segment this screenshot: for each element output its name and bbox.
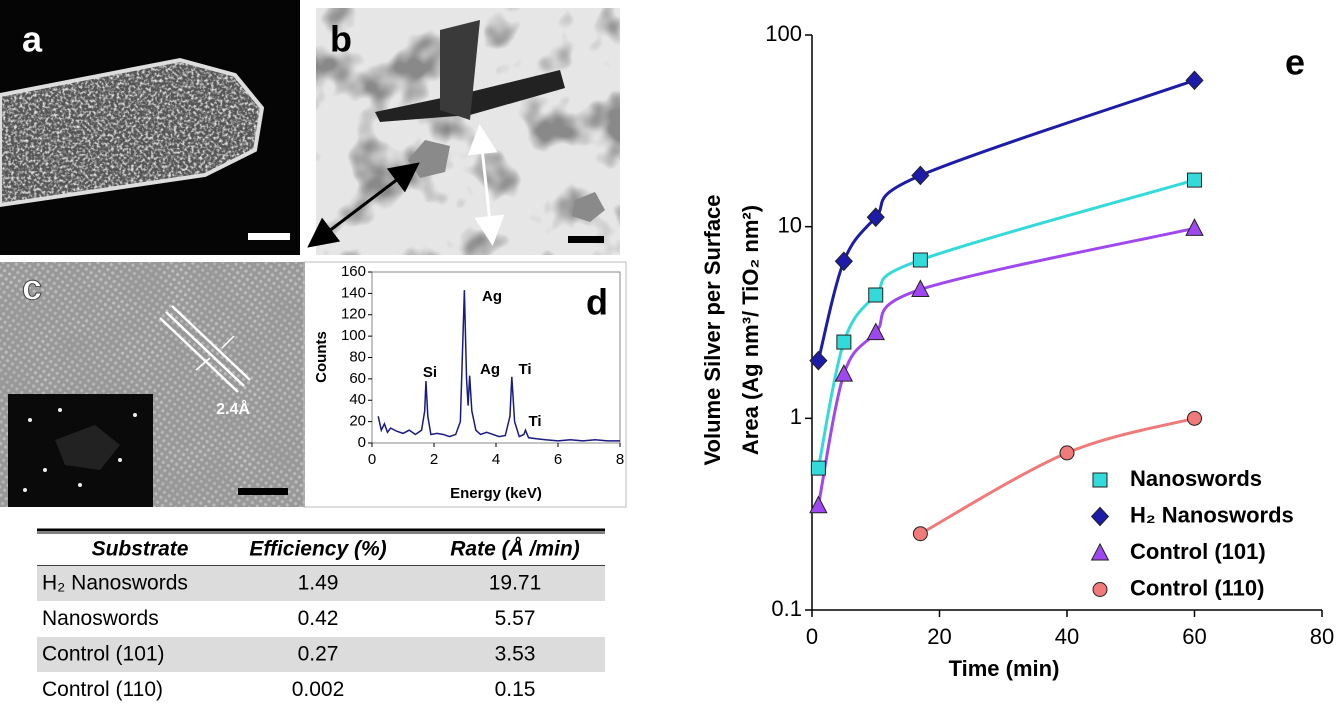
x-tick-label: 80 (1310, 624, 1334, 649)
x-tick-label: 0 (806, 624, 818, 649)
marker (911, 165, 930, 186)
table-cell: 0.002 (292, 678, 345, 701)
table-cell: 0.42 (298, 607, 339, 630)
x-tick-label: 2 (430, 451, 438, 468)
micrograph-a (0, 0, 300, 255)
y-tick-label: 10 (778, 212, 802, 237)
table-row-shade (37, 637, 605, 672)
marker (1187, 410, 1202, 426)
legend-label: Control (110) (1130, 575, 1264, 600)
micrograph-c (0, 262, 305, 507)
marker (868, 287, 884, 303)
peak-label: Si (423, 364, 437, 381)
x-tick-label: 40 (1055, 624, 1079, 649)
table-cell: 0.15 (495, 678, 536, 701)
marker (809, 495, 828, 514)
y-axis-title: Area (Ag nm³/ TiO₂ nm²) (738, 205, 763, 455)
y-tick-label: 80 (349, 348, 366, 365)
peak-label: Ag (480, 361, 500, 378)
marker (1185, 70, 1204, 91)
legend-marker (1092, 582, 1108, 597)
fit-curve (816, 78, 1195, 362)
legend-label: H₂ Nanoswords (1130, 502, 1294, 527)
table-cell: 0.27 (298, 643, 339, 666)
panel-label: e (1285, 42, 1305, 83)
marker (866, 322, 885, 341)
panel-label: a (22, 19, 43, 60)
marker (1187, 172, 1202, 188)
y-tick-label: 120 (341, 306, 366, 323)
panel-label: c (22, 267, 42, 308)
x-tick-label: 0 (368, 451, 376, 468)
micrograph-b (307, 8, 620, 255)
panel-label: d (586, 282, 608, 323)
legend-label: Nanoswords (1130, 466, 1262, 491)
marker (834, 251, 853, 272)
x-tick-label: 6 (554, 451, 562, 468)
table-row-shade (37, 566, 605, 601)
legend-marker (1092, 472, 1108, 488)
fit-curve (816, 178, 1195, 469)
peak-label: Ti (518, 361, 531, 378)
lattice-spacing: 2.4Å (216, 399, 250, 418)
y-tick-label: 40 (349, 391, 366, 408)
plot-frame (303, 261, 627, 508)
fit-curve (816, 226, 1195, 507)
x-tick-label: 8 (616, 451, 624, 468)
marker (1059, 445, 1075, 461)
peak-label: Ag (482, 288, 502, 305)
x-axis-title: Time (min) (949, 656, 1060, 681)
y-tick-label: 100 (765, 21, 802, 46)
x-axis-title: Energy (keV) (450, 485, 542, 502)
table-cell: Control (101) (42, 643, 165, 666)
table-cell: 19.71 (489, 572, 542, 595)
table: Substrate Efficiency (%) Rate (Å /min) H₂ N… (37, 528, 605, 701)
marker (866, 207, 885, 228)
marker (912, 252, 928, 268)
table-cell: 3.53 (495, 643, 536, 666)
marker (911, 279, 930, 298)
y-tick-label: 0 (358, 434, 366, 451)
y-tick-label: 160 (341, 263, 366, 280)
table-cell: Control (110) (42, 678, 163, 701)
y-axis-title: Counts (313, 331, 330, 383)
table-cell: H₂ Nanoswords (42, 572, 188, 595)
legend-marker (1090, 506, 1110, 527)
table-header: Substrate (92, 538, 189, 561)
peak-label: Ti (528, 413, 541, 430)
table-header: Rate (Å /min) (450, 537, 580, 561)
y-tick-label: 100 (341, 327, 366, 344)
marker (810, 460, 826, 476)
table-header: Efficiency (%) (249, 538, 386, 561)
table-cell: Nanoswords (42, 607, 159, 630)
y-tick-label: 60 (349, 370, 366, 387)
legend-marker (1090, 542, 1110, 561)
legend-label: Control (101) (1130, 539, 1266, 564)
y-tick-label: 0.1 (771, 596, 802, 621)
marker (912, 526, 928, 542)
y-tick-label: 20 (349, 413, 366, 430)
marker (809, 350, 828, 371)
table-cell: 5.57 (495, 607, 536, 630)
y-tick-label: 140 (341, 284, 366, 301)
marker (834, 363, 854, 382)
y-tick-label: 1 (790, 404, 802, 429)
x-tick-label: 4 (492, 451, 500, 468)
marker (836, 334, 852, 350)
x-tick-label: 60 (1182, 624, 1206, 649)
x-tick-label: 20 (927, 624, 951, 649)
table-cell: 1.49 (298, 572, 339, 595)
y-axis-title: Volume Silver per Surface (700, 194, 725, 465)
spectrum-line (377, 290, 620, 442)
panel-label: b (330, 19, 352, 60)
marker (1185, 218, 1204, 236)
